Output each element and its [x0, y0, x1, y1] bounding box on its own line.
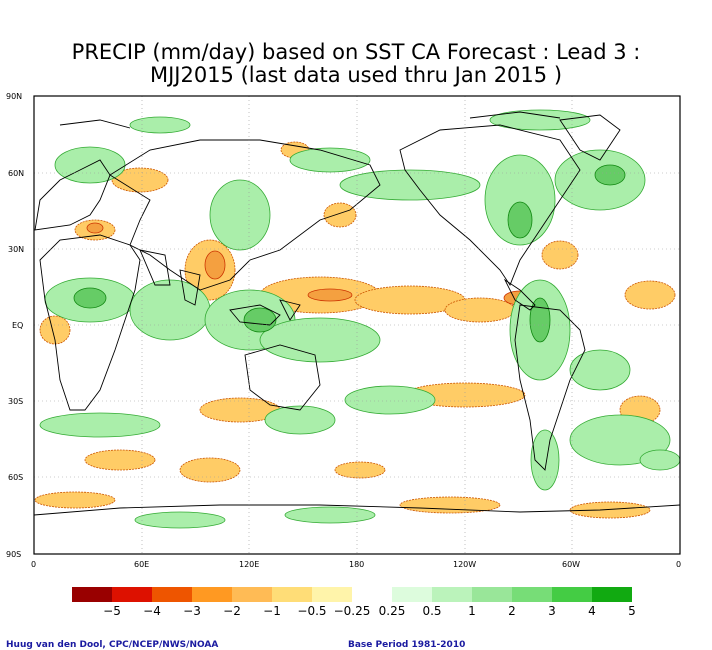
colorbar-swatch: [272, 587, 312, 602]
graticule: [34, 96, 680, 554]
colorbar-swatch: [432, 587, 472, 602]
colorbar-label: 0.25: [379, 604, 406, 618]
colorbar-swatch: [592, 587, 632, 602]
strong-wet-regions: [73, 164, 626, 343]
lat-label: EQ: [12, 321, 23, 330]
colorbar-swatch: [72, 587, 112, 602]
colorbar-swatch: [512, 587, 552, 602]
lat-label: 60S: [8, 473, 23, 482]
colorbar-swatch: [472, 587, 512, 602]
lat-label: 30N: [8, 245, 24, 254]
lon-label: 0: [31, 560, 36, 569]
colorbar-label: −5: [103, 604, 121, 618]
colorbar-label: −4: [143, 604, 161, 618]
latitude-labels: 90N 60N 30N EQ 30S 60S 90S: [6, 92, 24, 559]
colorbar-swatch: [232, 587, 272, 602]
colorbar-label: 1: [468, 604, 476, 618]
lat-label: 90N: [6, 92, 22, 101]
lat-label: 30S: [8, 397, 23, 406]
map-title-line1: PRECIP (mm/day) based on SST CA Forecast…: [71, 40, 641, 64]
lon-label: 120E: [239, 560, 259, 569]
colorbar-label: −0.25: [334, 604, 371, 618]
lon-label: 120W: [453, 560, 476, 569]
lon-label: 0: [676, 560, 681, 569]
lon-label: 180: [349, 560, 364, 569]
colorbar-swatch: [552, 587, 592, 602]
colorbar-label: −3: [183, 604, 201, 618]
lat-label: 60N: [8, 169, 24, 178]
longitude-labels: 0 60E 120E 180 120W 60W 0: [31, 560, 681, 569]
colorbar: −5 −4 −3 −2 −1 −0.5 −0.25 0.25 0.5 1 2 3 4 5: [72, 587, 636, 618]
credit-base-period: Base Period 1981-2010: [348, 640, 466, 650]
colorbar-swatch: [192, 587, 232, 602]
colorbar-label: −0.5: [297, 604, 326, 618]
colorbar-label: −2: [223, 604, 241, 618]
lon-label: 60W: [562, 560, 580, 569]
colorbar-label: 5: [628, 604, 636, 618]
colorbar-swatch: [392, 587, 432, 602]
lon-label: 60E: [134, 560, 149, 569]
colorbar-label: 3: [548, 604, 556, 618]
colorbar-swatch: [352, 587, 392, 602]
map-frame: [33, 95, 681, 555]
credit-author: Huug van den Dool, CPC/NCEP/NWS/NOAA: [6, 640, 219, 650]
colorbar-swatch: [312, 587, 352, 602]
colorbar-swatch: [152, 587, 192, 602]
colorbar-label: 2: [508, 604, 516, 618]
colorbar-label: 0.5: [422, 604, 441, 618]
dry-anomaly-regions: [34, 141, 676, 519]
continent-outlines: [33, 111, 681, 516]
colorbar-swatch: [112, 587, 152, 602]
lat-label: 90S: [6, 550, 21, 559]
colorbar-label: −1: [263, 604, 281, 618]
map-title-line2: MJJ2015 (last data used thru Jan 2015 ): [149, 63, 563, 87]
colorbar-label: 4: [588, 604, 596, 618]
